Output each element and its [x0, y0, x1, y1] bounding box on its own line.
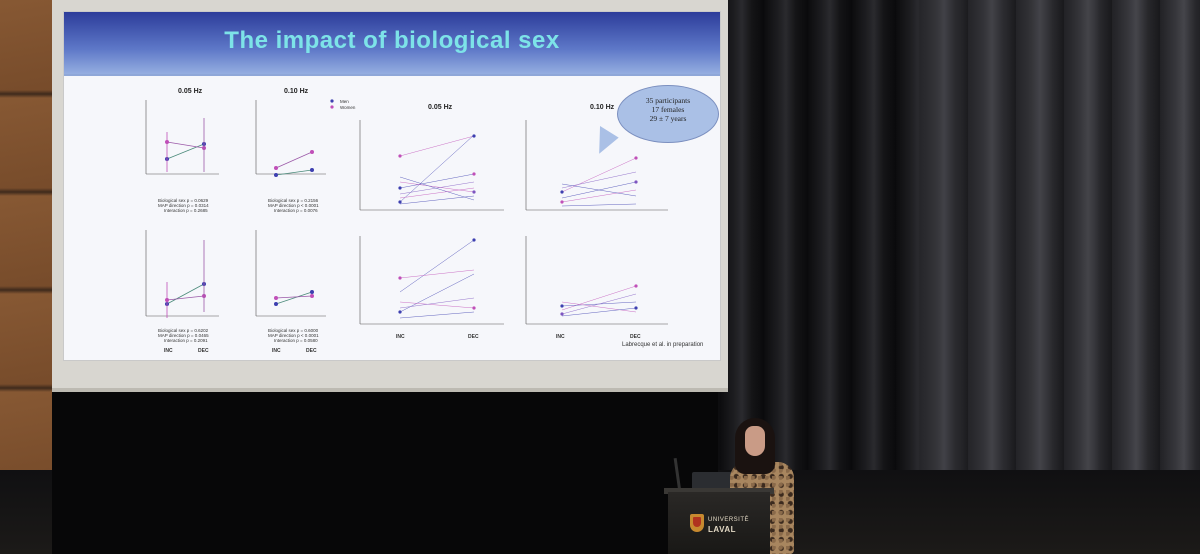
individual-lines	[399, 134, 637, 319]
citation: Labrecque et al. in preparation	[622, 342, 704, 348]
slide-title-bar	[64, 12, 720, 74]
stats-bottom-mid-1: Biological sex p = 0.6000	[268, 328, 319, 333]
wood-wall-panels	[0, 0, 62, 554]
stats-bottom-left-3: Interaction p = 0.2091	[164, 338, 208, 343]
podium-top	[664, 488, 774, 494]
podium	[668, 492, 770, 554]
stats-top-left-2: MAP direction p = 0.0314	[158, 203, 209, 208]
plot-bottom-mid	[255, 230, 326, 317]
stats-bottom-left-1: Biological sex p = 0.6202	[158, 328, 209, 333]
stats-bottom-left-2: MAP direction p = 0.0465	[158, 333, 209, 338]
stats-top-mid-3: Interaction p = 0.0076	[274, 208, 318, 213]
panel-c-label: 0.05 Hz	[428, 104, 453, 111]
plot-top-left	[145, 100, 219, 175]
plot-bottom-right-a	[359, 236, 504, 325]
university-shield-icon	[690, 514, 704, 532]
individual-points	[330, 99, 638, 316]
stage-curtain-lit	[920, 0, 1200, 554]
panel-b-label: 0.10 Hz	[284, 88, 309, 95]
stats-top-mid-1: Biological sex p = 0.2156	[268, 198, 319, 203]
screen-lower-border	[52, 392, 718, 554]
legend-men: Men	[340, 99, 349, 104]
slide-plots	[145, 99, 668, 325]
x-label-dec-c: DEC	[468, 334, 479, 340]
panel-a-label: 0.05 Hz	[178, 88, 203, 95]
stats-bottom-mid-2: MAP direction p < 0.0001	[268, 333, 319, 338]
x-label-inc-d: INC	[556, 334, 565, 340]
stats-top-left-1: Biological sex p = 0.0629	[158, 198, 209, 203]
x-label-inc-b: INC	[272, 348, 281, 354]
plot-bottom-right-b	[525, 236, 668, 325]
participants-bubble-text: 35 participants 17 females 29 ± 7 years	[625, 96, 711, 123]
screen-bottom-edge	[52, 388, 728, 392]
bubble-line-2: 17 females	[651, 105, 685, 114]
mean-lines	[165, 118, 314, 318]
slide-title: The impact of biological sex	[224, 27, 560, 54]
panel-d-label: 0.10 Hz	[590, 104, 615, 111]
plot-top-right-b	[525, 120, 668, 211]
bubble-line-3: 29 ± 7 years	[649, 114, 687, 123]
stats-top-left-3: Interaction p = 0.2685	[164, 208, 208, 213]
presentation-slide: The impact of biological sex 0.05 Hz 0.1…	[64, 12, 720, 360]
x-label-dec-d: DEC	[630, 334, 641, 340]
stats-top-mid-2: MAP direction p < 0.0001	[268, 203, 319, 208]
x-label-inc-a: INC	[164, 348, 173, 354]
title-divider	[64, 74, 720, 76]
x-label-inc-c: INC	[396, 334, 405, 340]
stats-bottom-mid-3: Interaction p = 0.0580	[274, 338, 318, 343]
participants-bubble	[618, 86, 718, 142]
x-label-dec-a: DEC	[198, 348, 209, 354]
plot-top-mid	[255, 100, 326, 175]
presenter-face	[745, 426, 765, 456]
plot-bottom-left	[145, 230, 219, 317]
logo-line-1: UNIVERSITÉ	[708, 517, 750, 523]
logo-line-2: LAVAL	[708, 525, 736, 534]
plot-top-right-a	[359, 120, 504, 211]
bubble-line-1: 35 participants	[645, 96, 691, 105]
x-label-dec-b: DEC	[306, 348, 317, 354]
legend-women: Women	[340, 105, 356, 110]
